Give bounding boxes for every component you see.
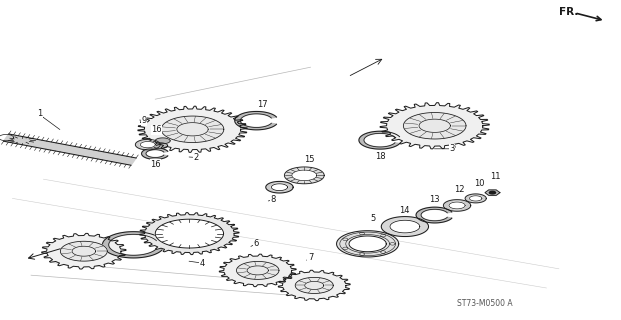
Polygon shape <box>102 232 162 258</box>
Polygon shape <box>465 194 486 203</box>
Polygon shape <box>142 148 168 159</box>
Polygon shape <box>153 143 168 148</box>
Text: 16: 16 <box>150 160 161 169</box>
Text: ST73-M0500 A: ST73-M0500 A <box>456 299 512 308</box>
Polygon shape <box>485 190 500 196</box>
Polygon shape <box>469 196 482 201</box>
Polygon shape <box>237 261 279 279</box>
Text: FR.: FR. <box>559 7 578 17</box>
Polygon shape <box>140 141 155 148</box>
Text: 14: 14 <box>399 206 409 215</box>
Polygon shape <box>284 167 324 184</box>
Text: 11: 11 <box>491 172 501 181</box>
Polygon shape <box>278 270 350 300</box>
Polygon shape <box>489 191 496 194</box>
Polygon shape <box>4 134 136 165</box>
Polygon shape <box>219 254 296 287</box>
Polygon shape <box>443 200 471 211</box>
Text: 18: 18 <box>374 152 386 161</box>
Text: 7: 7 <box>308 253 313 262</box>
Polygon shape <box>404 113 466 139</box>
Text: 4: 4 <box>199 259 204 268</box>
Text: 2: 2 <box>193 153 198 162</box>
Text: 5: 5 <box>370 214 375 223</box>
Polygon shape <box>449 202 465 209</box>
Polygon shape <box>390 220 420 233</box>
Text: 15: 15 <box>304 155 314 164</box>
Text: 1: 1 <box>38 111 43 120</box>
Text: 3: 3 <box>450 144 455 153</box>
Polygon shape <box>295 277 333 293</box>
Polygon shape <box>381 217 428 236</box>
Polygon shape <box>60 241 107 261</box>
Polygon shape <box>155 138 170 144</box>
Polygon shape <box>337 231 399 257</box>
Text: 1: 1 <box>37 109 42 118</box>
Text: 6: 6 <box>253 239 258 248</box>
Polygon shape <box>135 140 160 150</box>
Polygon shape <box>161 116 224 142</box>
Polygon shape <box>359 131 399 149</box>
Polygon shape <box>140 212 239 255</box>
Polygon shape <box>235 111 276 130</box>
Polygon shape <box>380 103 489 149</box>
Text: 8: 8 <box>271 195 276 204</box>
Text: 13: 13 <box>429 195 440 204</box>
Text: 10: 10 <box>474 179 484 188</box>
Text: 16: 16 <box>151 125 162 134</box>
Polygon shape <box>138 106 247 152</box>
Text: 12: 12 <box>455 185 465 194</box>
Polygon shape <box>266 181 293 193</box>
Polygon shape <box>42 233 126 269</box>
Polygon shape <box>271 184 288 191</box>
Polygon shape <box>349 236 386 252</box>
Polygon shape <box>292 170 317 180</box>
Text: 9: 9 <box>142 116 147 125</box>
Polygon shape <box>155 219 224 248</box>
Text: 17: 17 <box>256 100 268 108</box>
Polygon shape <box>416 207 452 223</box>
